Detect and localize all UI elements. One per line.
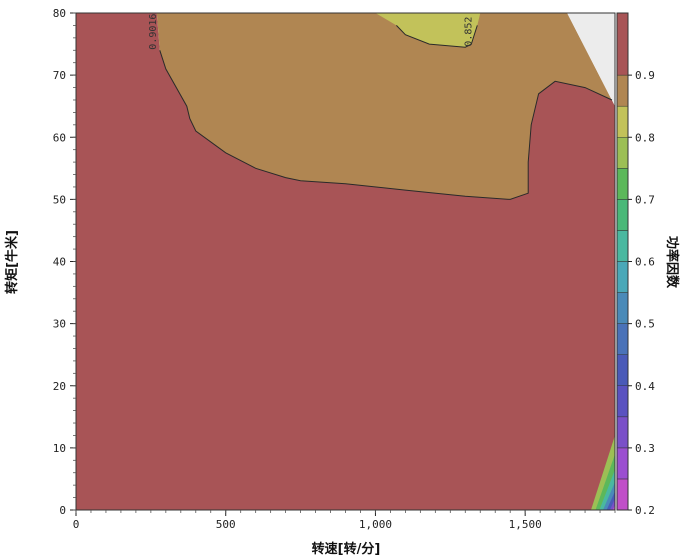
axes: 0 10 20 30 40 50 60 70 80 0 500 1,000 1,500	[53, 7, 616, 531]
colorbar-band-1	[616, 447, 629, 480]
x-axis-title: 转速[转/分]	[312, 541, 381, 557]
x-tick-label: 1,500	[509, 518, 542, 531]
colorbar-tick-label: 0.2	[635, 504, 655, 517]
contour-line-1	[159, 50, 613, 200]
colorbar-tick-label: 0.3	[635, 442, 655, 455]
contour-label-0: 0.9016	[148, 14, 159, 50]
y-tick-label: 0	[59, 504, 66, 517]
colorbar-band-13	[616, 74, 629, 107]
contour-region-0	[76, 13, 615, 510]
y-axis-title: 转矩[牛米]	[4, 230, 20, 294]
x-tick-label: 0	[73, 518, 80, 531]
colorbar: 0.2 0.3 0.4 0.5 0.6 0.7 0.8 0.9	[616, 12, 655, 517]
colorbar-tick-label: 0.8	[635, 131, 655, 144]
x-tick-label: 1,000	[359, 518, 392, 531]
colorbar-tick-label: 0.9	[635, 69, 655, 82]
colorbar-band-11	[616, 137, 629, 169]
x-tick-label: 500	[216, 518, 236, 531]
colorbar-tick-label: 0.4	[635, 380, 655, 393]
contour-region-3	[567, 13, 615, 107]
colorbar-band-0	[616, 478, 629, 511]
y-tick-label: 20	[53, 380, 66, 393]
colorbar-tick-label: 0.7	[635, 193, 655, 206]
colorbar-band-4	[616, 354, 629, 386]
y-tick-label: 60	[53, 131, 66, 144]
colorbar-tick-label: 0.5	[635, 318, 655, 331]
colorbar-band-5	[616, 323, 629, 355]
colorbar-tick-label: 0.6	[635, 256, 655, 269]
y-tick-label: 10	[53, 442, 66, 455]
colorbar-band-3	[616, 385, 629, 418]
y-tick-label: 80	[53, 7, 66, 20]
contour-line-2	[396, 25, 478, 48]
colorbar-band-10	[616, 168, 629, 200]
contour-region-9	[609, 498, 615, 510]
y-tick-label: 40	[53, 256, 66, 269]
colorbar-band-8	[616, 230, 629, 262]
y-tick-label: 70	[53, 69, 66, 82]
y-tick-label: 30	[53, 318, 66, 331]
plot-area: 0.9016 0.852	[76, 13, 616, 510]
colorbar-band-14	[616, 12, 629, 76]
y-tick-label: 50	[53, 193, 66, 206]
colorbar-band-2	[616, 416, 629, 449]
contour-region-2	[375, 13, 481, 48]
colorbar-band-9	[616, 199, 629, 231]
colorbar-title: 功率因数	[664, 236, 680, 289]
contour-region-10	[612, 505, 615, 510]
contour-label-1: 0.852	[463, 17, 474, 47]
colorbar-band-7	[616, 261, 629, 293]
colorbar-band-12	[616, 105, 629, 138]
contour-region-1	[156, 13, 616, 200]
colorbar-band-6	[616, 292, 629, 324]
